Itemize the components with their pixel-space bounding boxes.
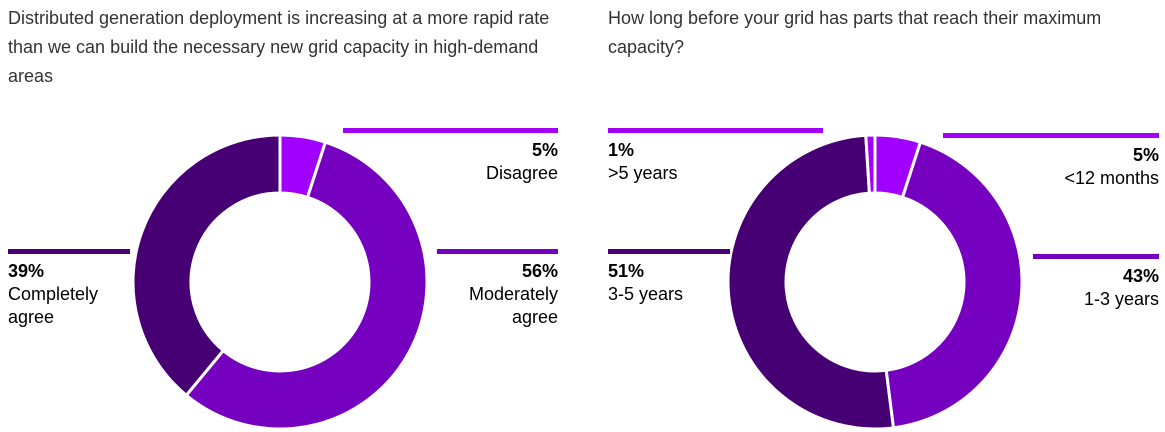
slice-category-label: <12 months — [1064, 168, 1159, 188]
callout-disagree: 5% Disagree — [343, 128, 558, 185]
slice-percent-label: 1% — [608, 140, 635, 160]
slice-category-label: Moderately agree — [468, 284, 558, 327]
slice-percent-label: 56% — [521, 261, 558, 281]
donut-slice-5-years — [864, 133, 877, 195]
callout-completely-agree: 39% Completely agree — [8, 249, 130, 329]
callout-3-5-years: 51% 3-5 years — [608, 249, 730, 306]
donut-chart-agreement — [131, 133, 429, 431]
slice-category-label: >5 years — [608, 163, 678, 183]
callout-1-3-years: 43% 1-3 years — [1033, 254, 1159, 311]
donut-slice-3-5-years — [726, 133, 896, 431]
donut-slice-completely-agree — [131, 133, 282, 398]
slice-percent-label: 43% — [1122, 266, 1159, 286]
slice-category-label: Completely agree — [8, 284, 99, 327]
callout-rule — [943, 133, 1159, 138]
slice-percent-label: 51% — [608, 261, 645, 281]
callout-over-5-years: 1% >5 years — [608, 128, 823, 185]
callout-rule — [1033, 254, 1159, 259]
donut-slice-1-3-years — [884, 140, 1024, 430]
slice-category-label: 3-5 years — [608, 284, 684, 304]
callout-rule — [608, 128, 823, 133]
donut-slice-moderately-agree — [184, 140, 429, 431]
callout-under-12-months: 5% <12 months — [943, 133, 1159, 190]
callout-rule — [608, 249, 730, 254]
chart-title-right: How long before your grid has parts that… — [608, 8, 1102, 57]
chart-title-left: Distributed generation deployment is inc… — [8, 8, 550, 86]
slice-percent-label: 39% — [8, 261, 45, 281]
callout-rule — [343, 128, 558, 133]
slice-category-label: 1-3 years — [1083, 289, 1159, 309]
slice-percent-label: 5% — [531, 140, 558, 160]
callout-rule — [437, 249, 558, 254]
slice-category-label: Disagree — [485, 163, 558, 183]
slice-percent-label: 5% — [1132, 145, 1159, 165]
callout-rule — [8, 249, 130, 254]
callout-moderately-agree: 56% Moderately agree — [437, 249, 558, 329]
donut-chart-capacity-timeline — [726, 133, 1024, 431]
